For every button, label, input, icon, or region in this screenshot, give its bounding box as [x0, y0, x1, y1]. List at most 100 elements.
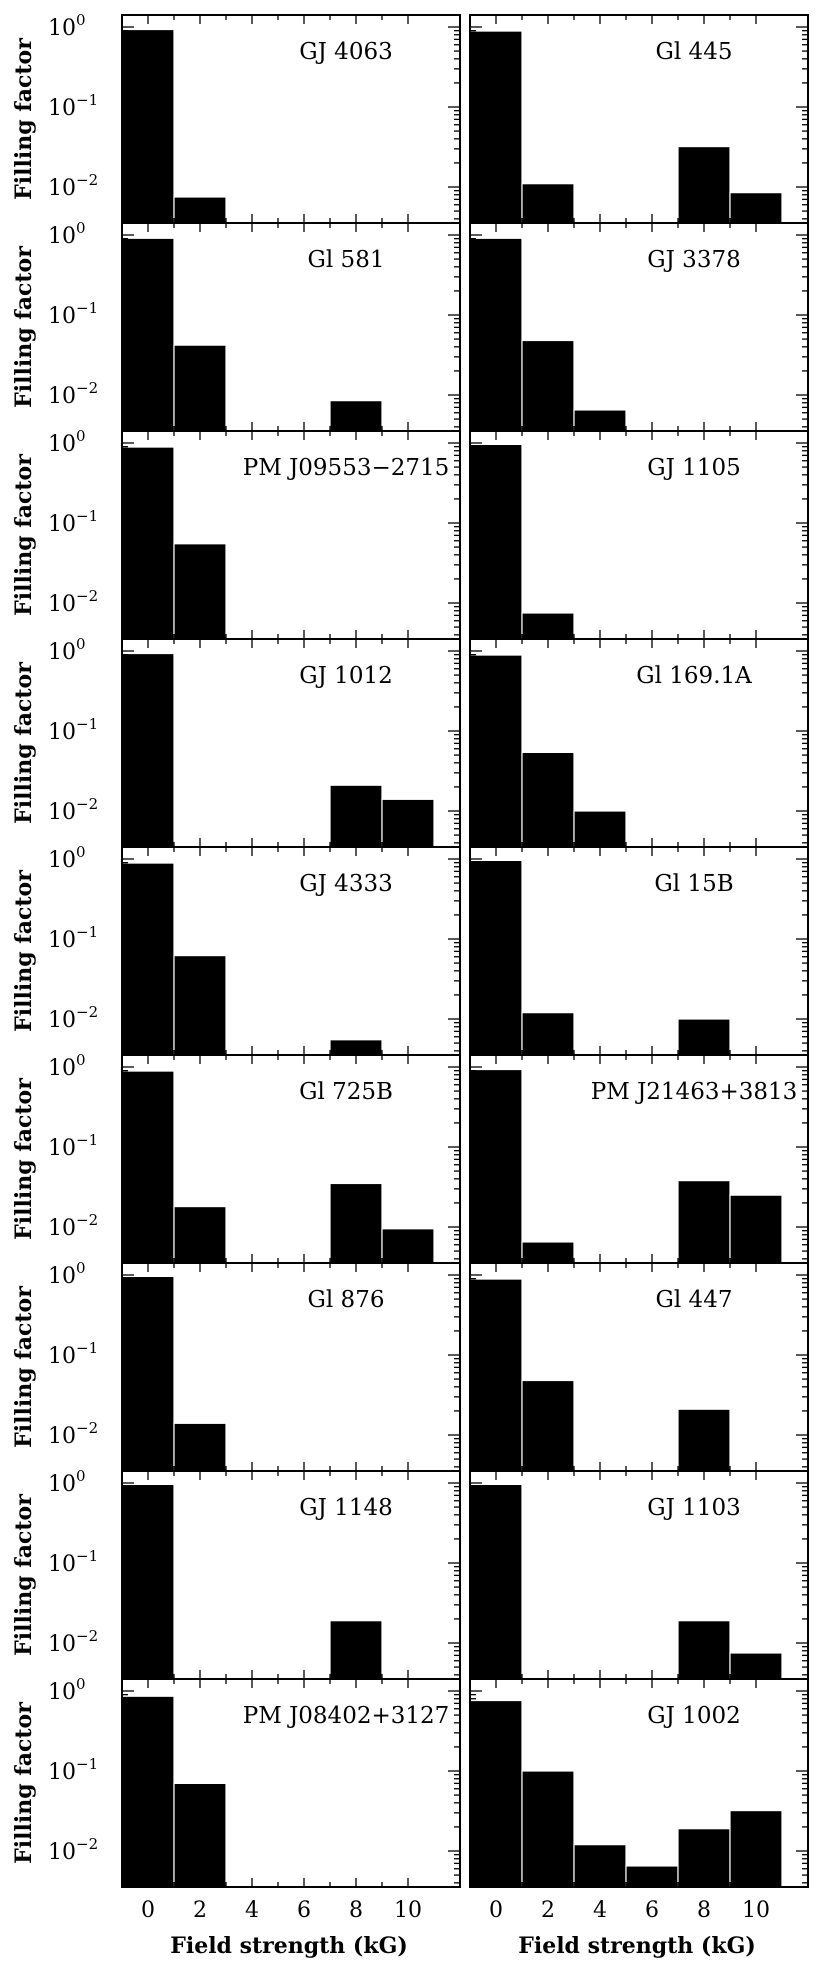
y-axis-label: Filling factor: [11, 1494, 37, 1656]
panel-18: GJ 1002 0 2 4 6 8 10 Field strength (kG): [469, 1678, 809, 1959]
bar: [329, 1182, 383, 1264]
panel-3: Gl 581 100 10−1 10−2 Filling factor: [11, 219, 461, 432]
y-tick-label: 10−2: [48, 1627, 98, 1657]
bar: [173, 1205, 227, 1264]
y-tick-label: 10−2: [48, 1211, 98, 1241]
y-tick-label: 10−2: [48, 379, 98, 409]
panel-title: Gl 876: [308, 1287, 385, 1313]
bar: [469, 1068, 523, 1264]
bar: [469, 443, 523, 640]
y-tick-label: 100: [48, 635, 86, 665]
bar: [469, 237, 523, 432]
bar: [469, 1483, 523, 1680]
y-axis-label: Filling factor: [11, 38, 37, 200]
bar: [329, 784, 383, 848]
panel-title: PM J08402+3127: [243, 1703, 450, 1729]
x-tick-label: 10: [394, 1898, 422, 1923]
bar: [677, 1408, 731, 1472]
bar: [329, 1620, 383, 1680]
x-axis-label: Field strength (kG): [170, 1933, 408, 1959]
bar: [729, 1194, 783, 1264]
y-axis-label: Filling factor: [11, 870, 37, 1032]
x-tick-label: 8: [697, 1898, 711, 1923]
bar: [521, 339, 575, 432]
y-tick-label: 10−1: [48, 91, 98, 121]
bar: [469, 30, 523, 224]
y-tick-label: 10−2: [48, 795, 98, 825]
panel-6: GJ 1105: [469, 430, 809, 640]
y-tick-label: 100: [48, 1675, 86, 1705]
x-tick-label: 8: [349, 1898, 363, 1923]
y-tick-label: 100: [48, 427, 86, 457]
y-tick-label: 10−2: [48, 587, 98, 617]
panel-1: GJ 4063 100 10−1 10−2 Filling factor: [11, 11, 461, 224]
x-tick-label: 4: [245, 1898, 259, 1923]
bar: [677, 1180, 731, 1264]
x-tick-label: 0: [141, 1898, 155, 1923]
bar: [121, 652, 175, 848]
panel-11: Gl 725B 100 10−1 10−2 Filling factor: [11, 1051, 461, 1264]
bar: [173, 543, 227, 640]
y-tick-label: 10−1: [48, 923, 98, 953]
panel-title: Gl 581: [308, 247, 385, 273]
y-tick-label: 10−2: [48, 1835, 98, 1865]
bar: [469, 1699, 523, 1888]
x-tick-label: 2: [193, 1898, 207, 1923]
panel-15: GJ 1148 100 10−1 10−2 Filling factor: [11, 1467, 461, 1680]
y-tick-label: 10−1: [48, 1131, 98, 1161]
panel-12: PM J21463+3813: [469, 1054, 809, 1264]
bar: [729, 1809, 783, 1888]
bar: [121, 446, 175, 640]
x-axis-label: Field strength (kG): [518, 1933, 756, 1959]
bar: [677, 1620, 731, 1680]
panel-13: Gl 876 100 10−1 10−2 Filling factor: [11, 1259, 461, 1472]
y-tick-label: 10−1: [48, 1755, 98, 1785]
y-axis-label: Filling factor: [11, 1078, 37, 1240]
bar: [121, 1695, 175, 1888]
bar: [121, 28, 175, 224]
x-tick-label: 6: [645, 1898, 659, 1923]
panel-17: PM J08402+3127 100 10−1 10−2 Filling factor 0…: [11, 1675, 461, 1959]
bar: [469, 654, 523, 848]
panel-title: Gl 447: [656, 1287, 733, 1313]
y-tick-label: 10−1: [48, 1339, 98, 1369]
x-tick-label: 4: [593, 1898, 607, 1923]
bar: [121, 862, 175, 1056]
panel-8: Gl 169.1A: [469, 638, 809, 848]
y-tick-label: 10−1: [48, 299, 98, 329]
panel-title: Gl 169.1A: [636, 663, 752, 689]
y-tick-label: 10−1: [48, 715, 98, 745]
bar: [121, 237, 175, 432]
panel-title: Gl 725B: [299, 1079, 393, 1105]
panel-14: Gl 447: [469, 1262, 809, 1472]
panel-title: Gl 15B: [654, 871, 733, 897]
panel-9: GJ 4333 100 10−1 10−2 Filling factor: [11, 843, 461, 1056]
bar: [121, 1070, 175, 1264]
bar: [521, 1379, 575, 1472]
panel-title: GJ 4333: [299, 871, 392, 897]
bar: [469, 1278, 523, 1472]
panel-title: GJ 1103: [647, 1495, 740, 1521]
y-axis-label: Filling factor: [11, 1702, 37, 1864]
x-tick-label: 10: [742, 1898, 770, 1923]
panel-7: GJ 1012 100 10−1 10−2 Filling factor: [11, 635, 461, 848]
y-tick-label: 100: [48, 1259, 86, 1289]
y-tick-label: 100: [48, 1051, 86, 1081]
bar: [173, 1782, 227, 1888]
panel-10: Gl 15B: [469, 846, 809, 1056]
bar: [173, 344, 227, 432]
bar: [121, 1483, 175, 1680]
bar: [677, 145, 731, 224]
y-tick-label: 10−2: [48, 1419, 98, 1449]
x-tick-label: 2: [541, 1898, 555, 1923]
panel-title: GJ 4063: [299, 39, 392, 65]
y-axis-label: Filling factor: [11, 1286, 37, 1448]
panel-title: GJ 1002: [647, 1703, 740, 1729]
y-tick-label: 10−1: [48, 507, 98, 537]
y-tick-label: 100: [48, 11, 86, 41]
panel-title: GJ 1105: [647, 455, 740, 481]
panel-5: PM J09553−2715 100 10−1 10−2 Filling factor: [11, 427, 461, 640]
bar: [521, 1770, 575, 1888]
panel-4: GJ 3378: [469, 222, 809, 432]
bar: [173, 955, 227, 1056]
